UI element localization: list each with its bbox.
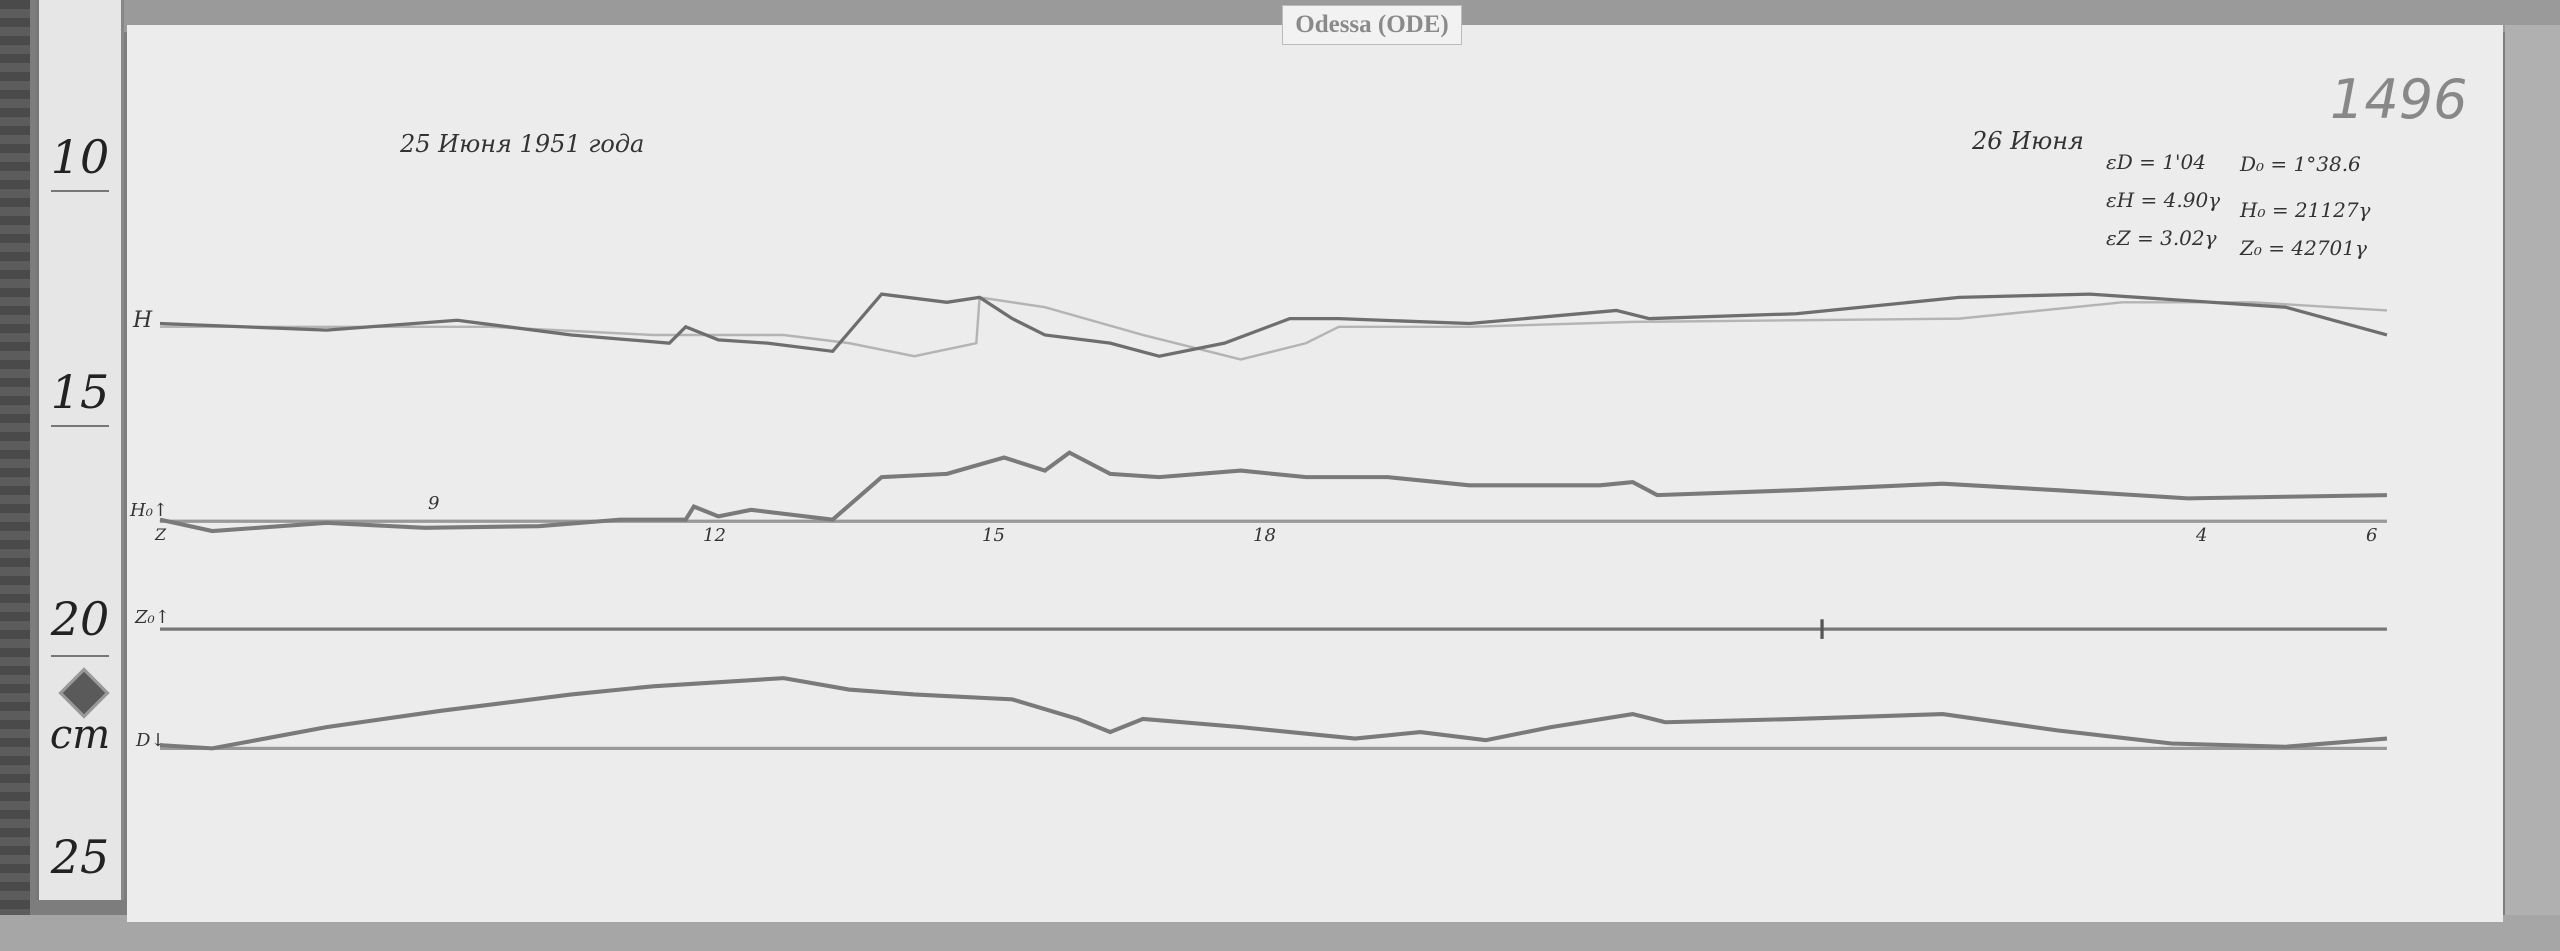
trace-label-d-base: D↓ — [136, 730, 166, 751]
ruler-mark-25: 25 — [50, 830, 110, 884]
wooden-table-background — [0, 0, 30, 951]
ruler-mark-20: 20 — [50, 592, 110, 646]
base-Z0: Z₀ = 42701γ — [2240, 236, 2367, 260]
scale-eH: εH = 4.90γ — [2106, 188, 2221, 212]
hour-mark-9: 9 — [428, 493, 440, 514]
d-trace — [159, 676, 2388, 751]
trace-label-h-base: H₀↑ — [130, 500, 168, 521]
ruler-unit: cm — [49, 712, 111, 758]
hour-mark-15: 15 — [982, 525, 1005, 546]
ruler-tick — [51, 425, 109, 427]
sheet-number: 1496 — [2330, 68, 2468, 131]
h-trace-light — [160, 295, 2388, 361]
station-label: Odessa (ODE) — [1282, 5, 1462, 45]
h-trace — [159, 292, 2388, 358]
hour-mark-18: 18 — [1253, 525, 1276, 546]
base-D0: D₀ = 1°38.6 — [2240, 152, 2361, 176]
trace-label-h: H — [133, 308, 153, 333]
ruler-tick — [51, 190, 109, 192]
scale-eD: εD = 1'04 — [2106, 150, 2206, 174]
hour-mark-12: 12 — [703, 525, 726, 546]
trace-label-z-base: Z₀↑ — [135, 607, 170, 628]
trace-label-z-time: Z — [155, 525, 167, 544]
measuring-ruler: 10 15 20 cm 25 — [36, 0, 124, 900]
scale-eZ: εZ = 3.02γ — [2106, 226, 2217, 250]
hour-mark-4: 4 — [2196, 525, 2208, 546]
base-H0: H₀ = 21127γ — [2240, 198, 2371, 222]
date-left: 25 Июня 1951 года — [400, 130, 645, 158]
date-right: 26 Июня — [1972, 127, 2084, 155]
ruler-mark-15: 15 — [50, 365, 110, 419]
hour-mark-6: 6 — [2366, 525, 2378, 546]
ruler-mark-10: 10 — [50, 130, 110, 184]
magnetogram-sheet — [127, 25, 2503, 922]
right-border-strip — [2505, 25, 2560, 925]
h-component-trace — [159, 450, 2387, 534]
ruler-tick — [51, 655, 109, 657]
